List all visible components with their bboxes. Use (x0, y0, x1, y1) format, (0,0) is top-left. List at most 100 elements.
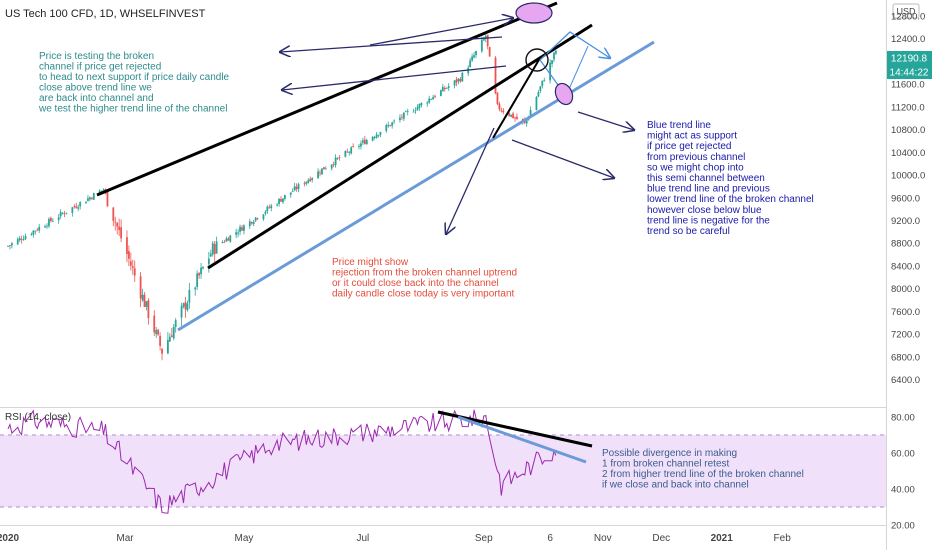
candle (73, 204, 76, 209)
candle (241, 224, 243, 231)
candle (131, 259, 134, 275)
rsi-axis[interactable]: 80.00 60.00 40.00 20.00 (891, 413, 915, 532)
candle (430, 98, 433, 101)
candle (141, 288, 144, 302)
note-line: or it could close back into the channel (332, 278, 499, 289)
projection-up[interactable] (539, 31, 610, 61)
upper-channel-line[interactable] (96, 1, 558, 197)
candle (239, 224, 241, 236)
retest-line[interactable] (492, 57, 541, 139)
note-line: if price get rejected (647, 141, 732, 152)
candle (120, 219, 122, 243)
candle (278, 198, 280, 207)
candle (209, 249, 212, 258)
arrow-to-right-lower[interactable] (511, 139, 614, 178)
time-tick-label: 2020 (0, 533, 20, 544)
candle (293, 182, 296, 192)
candle (324, 166, 327, 170)
time-tick-label: Nov (594, 533, 612, 544)
rsi-label[interactable]: RSI (14, close) (5, 412, 71, 423)
candle (229, 235, 232, 243)
price-tick-label: 9600.0 (891, 193, 920, 204)
last-price-tag (887, 51, 932, 65)
candle (445, 87, 448, 89)
top-target-ellipse[interactable] (515, 2, 553, 24)
candle (414, 107, 417, 114)
candle (289, 192, 292, 198)
candle (262, 213, 265, 221)
note-line: Price might show (332, 257, 409, 268)
candle (85, 201, 87, 204)
candle (473, 51, 475, 59)
candle (457, 77, 460, 85)
candle (172, 323, 175, 341)
candle (418, 103, 421, 111)
rsi-blue-trend[interactable] (457, 415, 587, 464)
candle (235, 228, 238, 239)
candle (317, 168, 319, 179)
candle (184, 296, 187, 318)
candle (297, 182, 300, 193)
support-target-ellipse[interactable] (552, 81, 576, 108)
price-tick-label: 6400.0 (891, 375, 920, 386)
arrow-down-to-note[interactable] (446, 127, 495, 234)
candle (116, 221, 119, 235)
time-tick-label: 6 (547, 533, 553, 544)
price-pane[interactable] (0, 0, 886, 407)
note-line: might act as support (647, 131, 737, 142)
candle (38, 224, 41, 233)
time-tick-label: Jul (357, 533, 370, 544)
retest-circle[interactable] (525, 48, 549, 72)
candle (486, 34, 489, 50)
candle (416, 104, 419, 111)
candle (387, 121, 390, 128)
candle (252, 219, 255, 227)
candle (118, 218, 121, 237)
note-line: close above trend line we (39, 83, 152, 94)
candle (350, 146, 353, 155)
candle (157, 328, 160, 336)
blue-trend-line[interactable] (177, 40, 655, 332)
candle (371, 136, 374, 142)
rsi-tick-label: 60.00 (891, 449, 915, 460)
note-line: Price is testing the broken (39, 51, 154, 62)
candle (455, 77, 458, 87)
candle (420, 102, 423, 108)
rsi-tick-label: 20.00 (891, 521, 915, 532)
candle (379, 131, 382, 138)
arrow-to-left-upper[interactable] (280, 36, 503, 52)
candle (112, 207, 115, 227)
candle (161, 348, 163, 361)
candle (180, 302, 183, 326)
price-tick-label: 10000.0 (891, 171, 925, 182)
symbol-title[interactable]: US Tech 100 CFD, 1D, WHSELFINVEST (5, 8, 206, 20)
time-tick-label: Mar (116, 533, 134, 544)
candle (385, 123, 388, 133)
rsi-line (7, 409, 557, 514)
time-tick-label: Sep (475, 533, 493, 544)
time-axis[interactable]: 2020 Mar May Jul Sep 6 Nov Dec 2021 Feb (0, 533, 791, 544)
price-tick-label: 11600.0 (891, 80, 925, 91)
candle (358, 143, 360, 150)
candle (63, 210, 66, 217)
candle (147, 298, 150, 325)
candle (441, 83, 444, 92)
candle (188, 282, 191, 309)
candle (475, 50, 477, 58)
candle (155, 327, 158, 339)
candle (541, 80, 544, 89)
candle (303, 181, 306, 187)
annotation-arrows[interactable] (280, 18, 634, 234)
candle (453, 80, 456, 89)
arrow-to-right-upper[interactable] (577, 111, 634, 130)
rsi-tick-label: 80.00 (891, 413, 915, 424)
currency-box[interactable] (892, 3, 920, 19)
note-line: are back into channel and (39, 93, 154, 104)
arrow-to-left-lower[interactable] (282, 65, 507, 90)
arrow-to-top-target[interactable] (369, 18, 513, 46)
candle (114, 216, 117, 231)
